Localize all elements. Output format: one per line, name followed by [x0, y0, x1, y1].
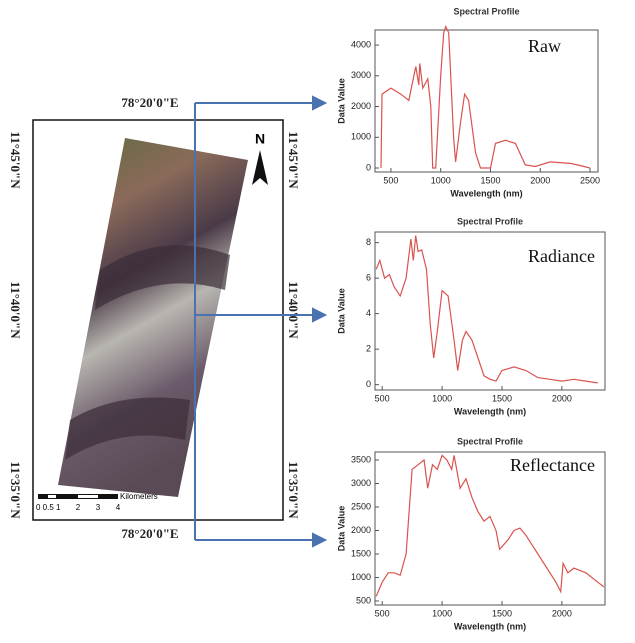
x-tick-label: 1000 — [432, 393, 452, 403]
x-tick-label: 2000 — [552, 608, 572, 618]
longitude-label: 78°20'0"E — [121, 95, 178, 110]
chart-annotation: Raw — [528, 36, 561, 56]
scale-label: 0 0.5 1 — [36, 503, 61, 512]
ridge — [95, 245, 230, 310]
plot-area — [374, 451, 606, 606]
latitude-label: 11°35'0"N — [8, 461, 23, 519]
y-axis-label: Data Value — [336, 78, 346, 124]
y-tick-label: 4 — [366, 308, 371, 318]
plot-area — [374, 29, 599, 173]
chart-annotation: Reflectance — [510, 455, 595, 475]
y-tick-label: 1000 — [351, 132, 371, 142]
y-tick-label: 6 — [366, 273, 371, 283]
chart-annotation: Radiance — [528, 246, 595, 266]
x-tick-label: 1500 — [492, 393, 512, 403]
chart-title: Spectral Profile — [453, 6, 519, 16]
x-tick-label: 1500 — [480, 175, 500, 185]
y-tick-label: 2000 — [351, 525, 371, 535]
ridge — [65, 397, 190, 460]
map-frame — [32, 119, 284, 521]
latitude-label: 11°40'0"N — [8, 281, 23, 339]
y-tick-label: 2000 — [351, 101, 371, 111]
x-axis-label: Wavelength (nm) — [454, 621, 526, 631]
y-tick-label: 2500 — [351, 501, 371, 511]
north-arrow — [252, 150, 268, 185]
y-tick-label: 0 — [366, 379, 371, 389]
longitude-label: 78°20'0"E — [121, 526, 178, 541]
scale-label: 2 — [76, 503, 81, 512]
x-tick-label: 500 — [383, 175, 398, 185]
y-tick-label: 4000 — [351, 39, 371, 49]
y-tick-label: 8 — [366, 237, 371, 247]
chart-title: Spectral Profile — [457, 216, 523, 226]
spectral-line — [375, 235, 598, 384]
x-tick-label: 2500 — [580, 175, 600, 185]
x-tick-label: 2000 — [530, 175, 550, 185]
latitude-label: 11°45'0"N — [8, 131, 23, 189]
y-tick-label: 1500 — [351, 548, 371, 558]
spectral-line — [375, 454, 605, 597]
x-axis-label: Wavelength (nm) — [454, 406, 526, 416]
connector-arrows — [194, 95, 328, 548]
y-axis-label: Data Value — [336, 288, 346, 334]
x-tick-label: 2000 — [552, 393, 572, 403]
spectral-line — [380, 24, 591, 169]
latitude-label: 11°35'0"N — [286, 461, 301, 519]
x-tick-label: 1000 — [431, 175, 451, 185]
scale-bar — [48, 495, 56, 498]
north-label: N — [255, 131, 265, 147]
x-tick-label: 1000 — [432, 608, 452, 618]
x-tick-label: 1500 — [492, 608, 512, 618]
scale-unit: Kilometers — [120, 492, 158, 501]
y-tick-label: 2 — [366, 344, 371, 354]
y-tick-label: 3000 — [351, 478, 371, 488]
y-axis-label: Data Value — [336, 506, 346, 552]
latitude-label: 11°40'0"N — [286, 281, 301, 339]
x-tick-label: 500 — [375, 608, 390, 618]
y-tick-label: 3500 — [351, 454, 371, 464]
y-tick-label: 3000 — [351, 70, 371, 80]
scale-label: 4 — [116, 503, 121, 512]
y-tick-label: 500 — [356, 595, 371, 605]
x-tick-label: 500 — [375, 393, 390, 403]
chart-title: Spectral Profile — [457, 436, 523, 446]
scale-bar — [78, 495, 98, 498]
y-tick-label: 0 — [366, 162, 371, 172]
latitude-label: 11°45'0"N — [286, 131, 301, 189]
scale-label: 3 — [96, 503, 101, 512]
y-tick-label: 1000 — [351, 572, 371, 582]
x-axis-label: Wavelength (nm) — [450, 188, 522, 198]
